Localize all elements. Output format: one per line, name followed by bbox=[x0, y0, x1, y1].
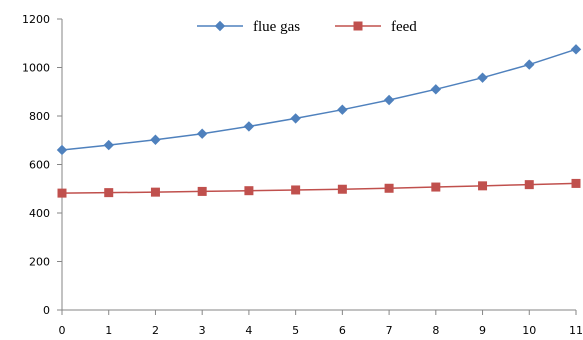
x-tick-label: 0 bbox=[59, 324, 66, 337]
series-line-flue-gas bbox=[61, 48, 577, 151]
legend-marker-flue-gas bbox=[214, 20, 226, 32]
x-tick-label: 5 bbox=[292, 324, 299, 337]
legend-item-feed: feed bbox=[335, 19, 417, 35]
y-axis: 0 200 400 600 800 1000 1200 bbox=[22, 13, 63, 317]
data-point-feed bbox=[104, 188, 114, 198]
data-point-feed bbox=[384, 183, 394, 193]
legend: flue gas feed bbox=[197, 19, 417, 35]
x-tick-label: 3 bbox=[199, 324, 206, 337]
data-point-feed bbox=[571, 178, 581, 188]
data-point-flue-gas bbox=[430, 84, 442, 95]
x-tick-label: 1 bbox=[105, 324, 112, 337]
x-tick-label: 2 bbox=[152, 324, 159, 337]
data-point-flue-gas bbox=[150, 134, 161, 145]
data-point-flue-gas bbox=[243, 121, 255, 132]
legend-label-flue-gas: flue gas bbox=[253, 19, 300, 35]
data-point-flue-gas bbox=[524, 59, 535, 70]
data-point-flue-gas bbox=[570, 44, 582, 55]
data-point-flue-gas bbox=[196, 128, 208, 139]
x-tick-label: 8 bbox=[432, 324, 439, 337]
data-point-feed bbox=[291, 185, 301, 195]
data-point-feed bbox=[337, 184, 347, 194]
x-tick-label: 7 bbox=[386, 324, 393, 337]
legend-label-feed: feed bbox=[391, 19, 417, 35]
series-layer bbox=[56, 44, 582, 198]
data-point-flue-gas bbox=[477, 72, 488, 83]
y-tick-label: 1200 bbox=[22, 13, 50, 26]
y-tick-label: 800 bbox=[29, 110, 50, 123]
data-point-flue-gas bbox=[103, 139, 114, 151]
y-tick-label: 0 bbox=[43, 304, 50, 317]
data-point-feed bbox=[244, 186, 254, 196]
series-flue-gas bbox=[56, 44, 582, 156]
data-point-flue-gas bbox=[383, 94, 395, 106]
y-tick-label: 200 bbox=[29, 256, 50, 269]
y-tick-label: 400 bbox=[29, 207, 50, 220]
x-tick-label: 4 bbox=[245, 324, 252, 337]
x-axis: 0 1 2 3 4 5 6 7 8 9 10 11 bbox=[59, 309, 583, 337]
data-point-flue-gas bbox=[290, 113, 301, 124]
data-point-flue-gas bbox=[56, 144, 68, 156]
data-point-feed bbox=[524, 180, 534, 190]
data-point-feed bbox=[197, 186, 207, 196]
legend-marker-feed bbox=[353, 21, 363, 31]
y-tick-label: 1000 bbox=[22, 62, 50, 75]
data-point-flue-gas bbox=[337, 104, 348, 115]
series-feed bbox=[57, 178, 581, 198]
y-tick-label: 600 bbox=[29, 159, 50, 172]
x-tick-label: 11 bbox=[569, 324, 583, 337]
legend-item-flue-gas: flue gas bbox=[197, 19, 300, 35]
x-tick-label: 6 bbox=[339, 324, 346, 337]
data-point-feed bbox=[57, 188, 67, 198]
x-tick-label: 10 bbox=[522, 324, 536, 337]
series-line-feed bbox=[61, 182, 577, 194]
x-tick-label: 9 bbox=[479, 324, 486, 337]
data-point-feed bbox=[431, 182, 441, 192]
data-point-feed bbox=[150, 187, 160, 197]
data-point-feed bbox=[478, 181, 488, 191]
